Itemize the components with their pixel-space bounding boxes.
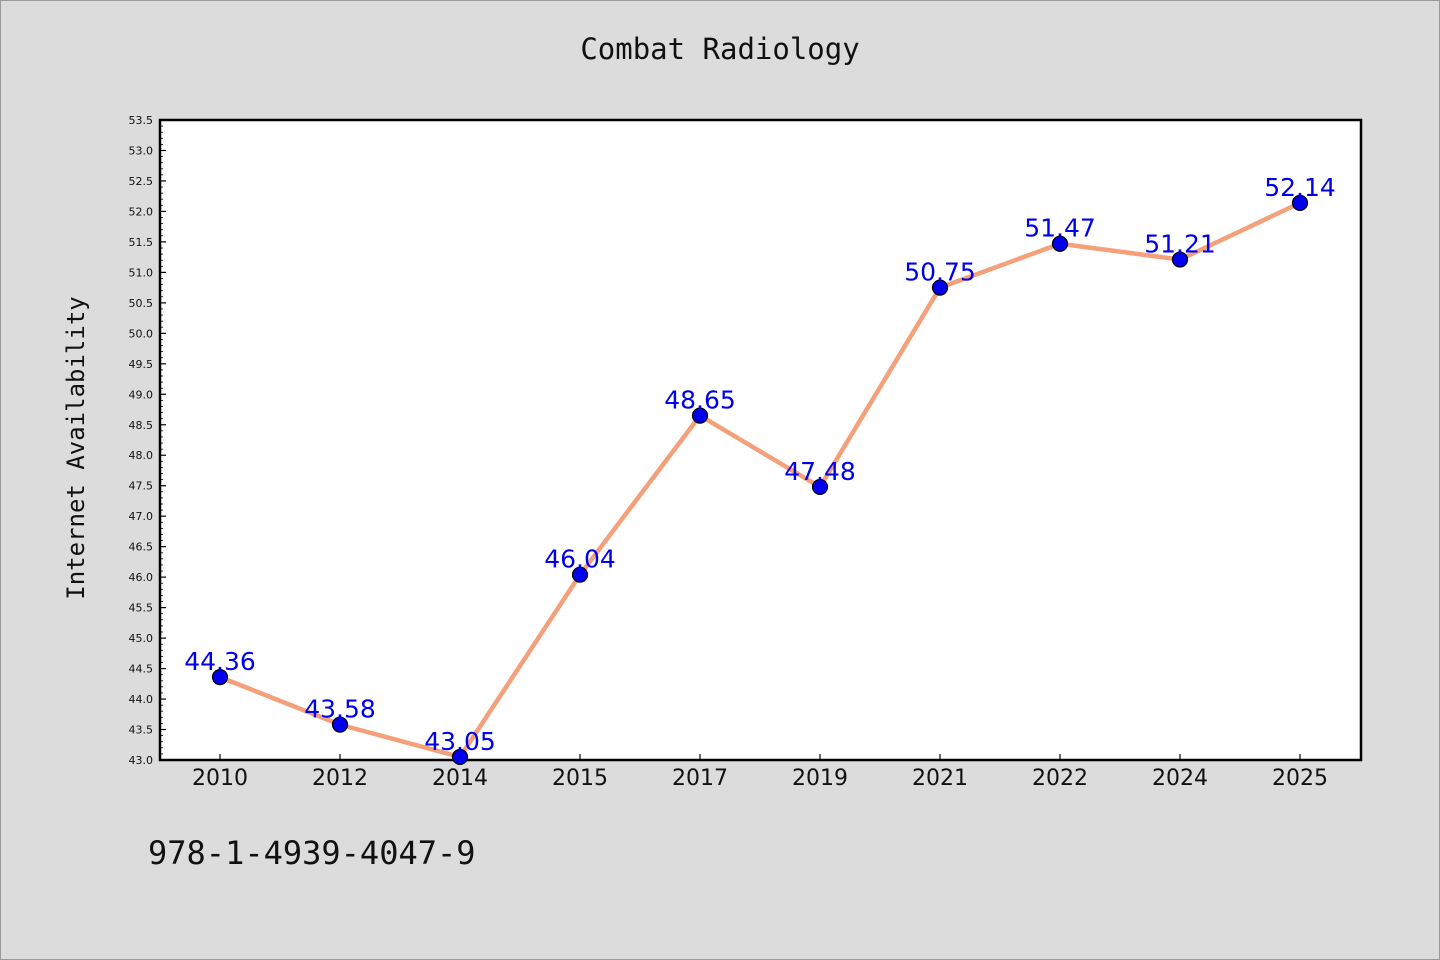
y-tick-label: 51.5	[129, 236, 154, 249]
x-tick-label: 2012	[312, 766, 368, 791]
y-tick-label: 44.5	[129, 663, 154, 676]
data-label: 48.65	[664, 386, 736, 415]
y-tick-label: 45.0	[129, 632, 154, 645]
data-label: 43.05	[424, 727, 496, 756]
data-label: 46.04	[544, 545, 616, 574]
y-tick-label: 52.5	[129, 175, 154, 188]
y-tick-label: 52.0	[129, 205, 154, 218]
x-tick-label: 2024	[1152, 766, 1208, 791]
x-axis-ticks: 2010 2012 2014 2015 2017 2019 2021 2022 2024 2025	[192, 754, 1328, 791]
y-tick-label: 46.0	[129, 571, 154, 584]
data-label: 51.47	[1024, 214, 1096, 243]
y-axis-label: Internet Availability	[62, 296, 90, 599]
x-tick-label: 2019	[792, 766, 848, 791]
data-point	[571, 566, 589, 583]
y-tick-label: 53.5	[129, 114, 154, 127]
y-tick-label: 48.0	[129, 449, 154, 462]
x-tick-label: 2010	[192, 766, 248, 791]
series-line	[217, 200, 1303, 760]
y-tick-label: 50.5	[129, 297, 154, 310]
y-tick-label: 47.5	[129, 480, 154, 493]
y-tick-label: 49.5	[129, 358, 154, 371]
plot-area	[158, 118, 1363, 762]
data-point	[1291, 194, 1309, 211]
y-axis-ticks: 43.0 43.5 44.0 44.5 45.0 45.5 46.0 46.5 47.0 47.5…	[129, 114, 166, 767]
data-label: 47.48	[784, 457, 856, 486]
y-tick-label: 47.0	[129, 510, 154, 523]
isbn-text: 978-1-4939-4047-9	[148, 834, 476, 872]
x-tick-label: 2025	[1272, 766, 1328, 791]
chart-title: Combat Radiology	[580, 32, 860, 66]
y-tick-label: 46.5	[129, 541, 154, 554]
data-point	[1051, 235, 1069, 252]
data-point	[451, 748, 469, 766]
y-tick-label: 43.5	[129, 724, 154, 737]
y-tick-label: 53.0	[129, 144, 154, 157]
y-tick-label: 48.5	[129, 419, 154, 432]
data-point	[1171, 251, 1189, 268]
data-point	[811, 478, 829, 496]
data-label: 52.14	[1264, 173, 1336, 202]
data-label: 51.21	[1144, 230, 1216, 259]
y-tick-label: 43.0	[129, 754, 154, 767]
data-label: 43.58	[304, 695, 376, 724]
data-point	[211, 669, 229, 686]
data-label: 50.75	[904, 258, 976, 287]
x-tick-label: 2017	[672, 766, 728, 791]
y-tick-label: 51.0	[129, 266, 154, 279]
y-tick-label: 44.0	[129, 693, 154, 706]
data-point	[931, 279, 949, 296]
x-tick-label: 2015	[552, 766, 608, 791]
x-tick-label: 2021	[912, 766, 968, 791]
x-tick-label: 2014	[432, 766, 488, 791]
x-tick-label: 2022	[1032, 766, 1088, 791]
data-point	[691, 407, 709, 424]
data-label: 44.36	[184, 647, 256, 676]
y-tick-label: 49.0	[129, 388, 154, 401]
y-tick-label: 50.0	[129, 327, 154, 340]
data-point	[331, 716, 349, 733]
y-tick-label: 45.5	[129, 602, 154, 615]
series-layer: 44.36 43.58 43.05 46.04 48.65 47.48 50.75 51.47…	[184, 173, 1336, 766]
